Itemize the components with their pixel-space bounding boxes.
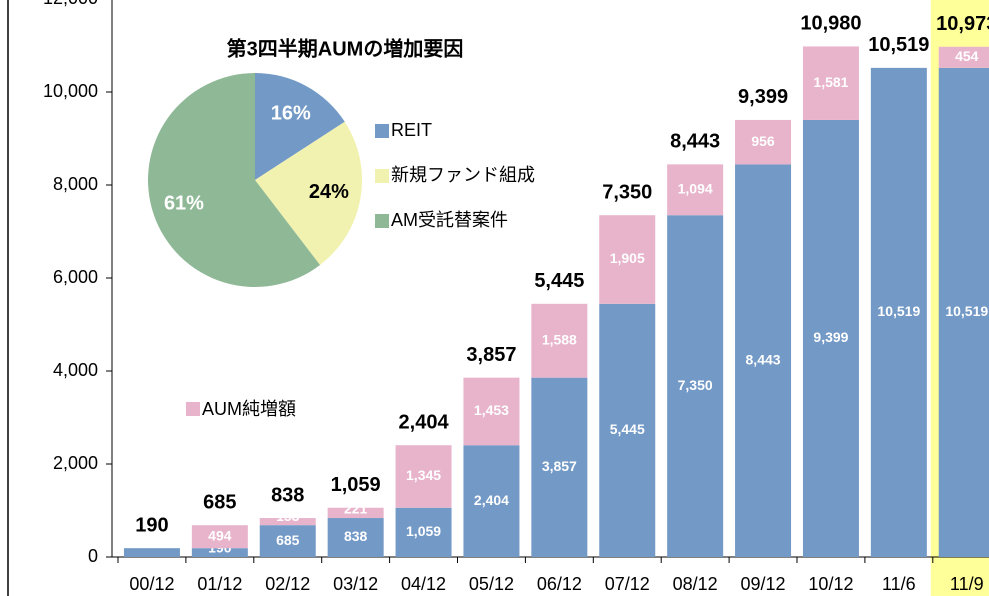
pie-slice — [147, 73, 321, 287]
x-tick-label: 02/12 — [265, 574, 310, 594]
legend-label: 新規ファンド組成 — [391, 165, 535, 185]
total-label: 8,443 — [670, 131, 720, 153]
bar-label: 1,581 — [813, 74, 848, 90]
bar-segment — [735, 164, 792, 557]
legend-label: REIT — [391, 120, 432, 140]
y-tick-label: 4,000 — [53, 360, 98, 380]
x-tick-label: 05/12 — [469, 574, 514, 594]
y-tick-label: 2,000 — [53, 453, 98, 473]
bar-segment — [531, 303, 588, 378]
bar-label: 1,453 — [474, 402, 509, 418]
bar-label: 494 — [208, 527, 232, 543]
x-tick-label: 07/12 — [605, 574, 650, 594]
total-label: 838 — [271, 484, 304, 506]
legend-label: AM受託替案件 — [391, 210, 508, 230]
x-tick-label: 03/12 — [333, 574, 378, 594]
bar-segment — [327, 518, 384, 557]
total-label: 3,857 — [466, 344, 516, 366]
legend-swatch — [186, 402, 200, 416]
bar-segment — [667, 164, 724, 216]
bar-segment — [802, 119, 859, 557]
x-tick-label: 11/9 — [950, 574, 984, 594]
bar-segment — [123, 548, 180, 557]
bar-label: 2,404 — [474, 492, 509, 508]
x-tick-label: 11/6 — [882, 574, 916, 594]
bar-segment — [327, 507, 384, 519]
x-tick-label: 00/12 — [129, 574, 174, 594]
bar-label: 153 — [276, 508, 300, 524]
bar-segment — [191, 548, 248, 557]
bar-segment — [259, 518, 316, 526]
bar-label: 1,345 — [406, 467, 441, 483]
total-label: 5,445 — [534, 270, 584, 292]
bar-label: 10,519 — [877, 303, 920, 319]
bar-label: 1,059 — [406, 523, 441, 539]
total-label: 9,399 — [738, 86, 788, 108]
bar-label: 7,350 — [678, 377, 713, 393]
bar-segment — [463, 445, 520, 557]
x-tick-label: 08/12 — [673, 574, 718, 594]
bar-label: 221 — [344, 501, 368, 517]
y-tick-label: 10,000 — [43, 81, 98, 101]
bar-segment — [938, 67, 989, 557]
bar-segment — [463, 377, 520, 446]
legend-swatch — [375, 214, 389, 228]
total-label: 7,350 — [602, 182, 652, 204]
bar-segment — [531, 377, 588, 557]
pie-slice — [255, 73, 345, 180]
legend-label: AUM純増額 — [202, 399, 296, 419]
bar-label: 5,445 — [610, 421, 645, 437]
bar-label: 9,399 — [813, 329, 848, 345]
total-label: 2,404 — [399, 411, 450, 433]
total-label: 1,059 — [331, 474, 381, 496]
y-tick-label: 0 — [88, 546, 98, 566]
bar-segment — [259, 525, 316, 557]
bar-segment — [735, 119, 792, 165]
pie-slice — [255, 121, 362, 265]
total-label: 10,519 — [868, 34, 929, 56]
bar-label: 3,857 — [542, 458, 577, 474]
legend-swatch — [375, 169, 389, 183]
pie-title: 第3四半期AUMの増加要因 — [227, 36, 464, 60]
bar-segment — [395, 445, 452, 508]
bar-segment — [191, 525, 248, 549]
pie-label: 16% — [271, 102, 311, 124]
y-tick-label: 6,000 — [53, 267, 98, 287]
bar-segment — [667, 215, 724, 557]
total-label: 10,973 — [936, 13, 989, 35]
bar-label: 685 — [276, 532, 300, 548]
bar-label: 1,094 — [678, 180, 713, 196]
bar-label: 956 — [751, 133, 775, 149]
bar-segment — [870, 67, 927, 557]
bar-segment — [802, 46, 859, 120]
bar-label: 838 — [344, 528, 368, 544]
y-tick-label: 12,000 — [43, 0, 98, 8]
pie-label: 24% — [309, 181, 349, 203]
pie-label: 61% — [164, 192, 204, 214]
x-tick-label: 09/12 — [741, 574, 786, 594]
bar-segment — [599, 303, 656, 557]
bar-segment — [395, 507, 452, 557]
bar-label: 454 — [955, 48, 979, 64]
bar-label: 10,519 — [945, 303, 988, 319]
legend-swatch — [375, 124, 389, 138]
bar-label: 1,905 — [610, 250, 645, 266]
total-label: 10,980 — [800, 13, 861, 35]
bar-segment — [599, 215, 656, 304]
x-tick-label: 10/12 — [808, 574, 853, 594]
total-label: 685 — [203, 491, 236, 513]
y-tick-label: 8,000 — [53, 174, 98, 194]
bar-segment — [938, 46, 989, 68]
bar-label: 1,588 — [542, 331, 577, 347]
x-tick-label: 06/12 — [537, 574, 582, 594]
x-tick-label: 01/12 — [197, 574, 242, 594]
x-tick-label: 04/12 — [401, 574, 446, 594]
bar-label: 8,443 — [746, 351, 781, 367]
total-label: 190 — [135, 514, 168, 536]
